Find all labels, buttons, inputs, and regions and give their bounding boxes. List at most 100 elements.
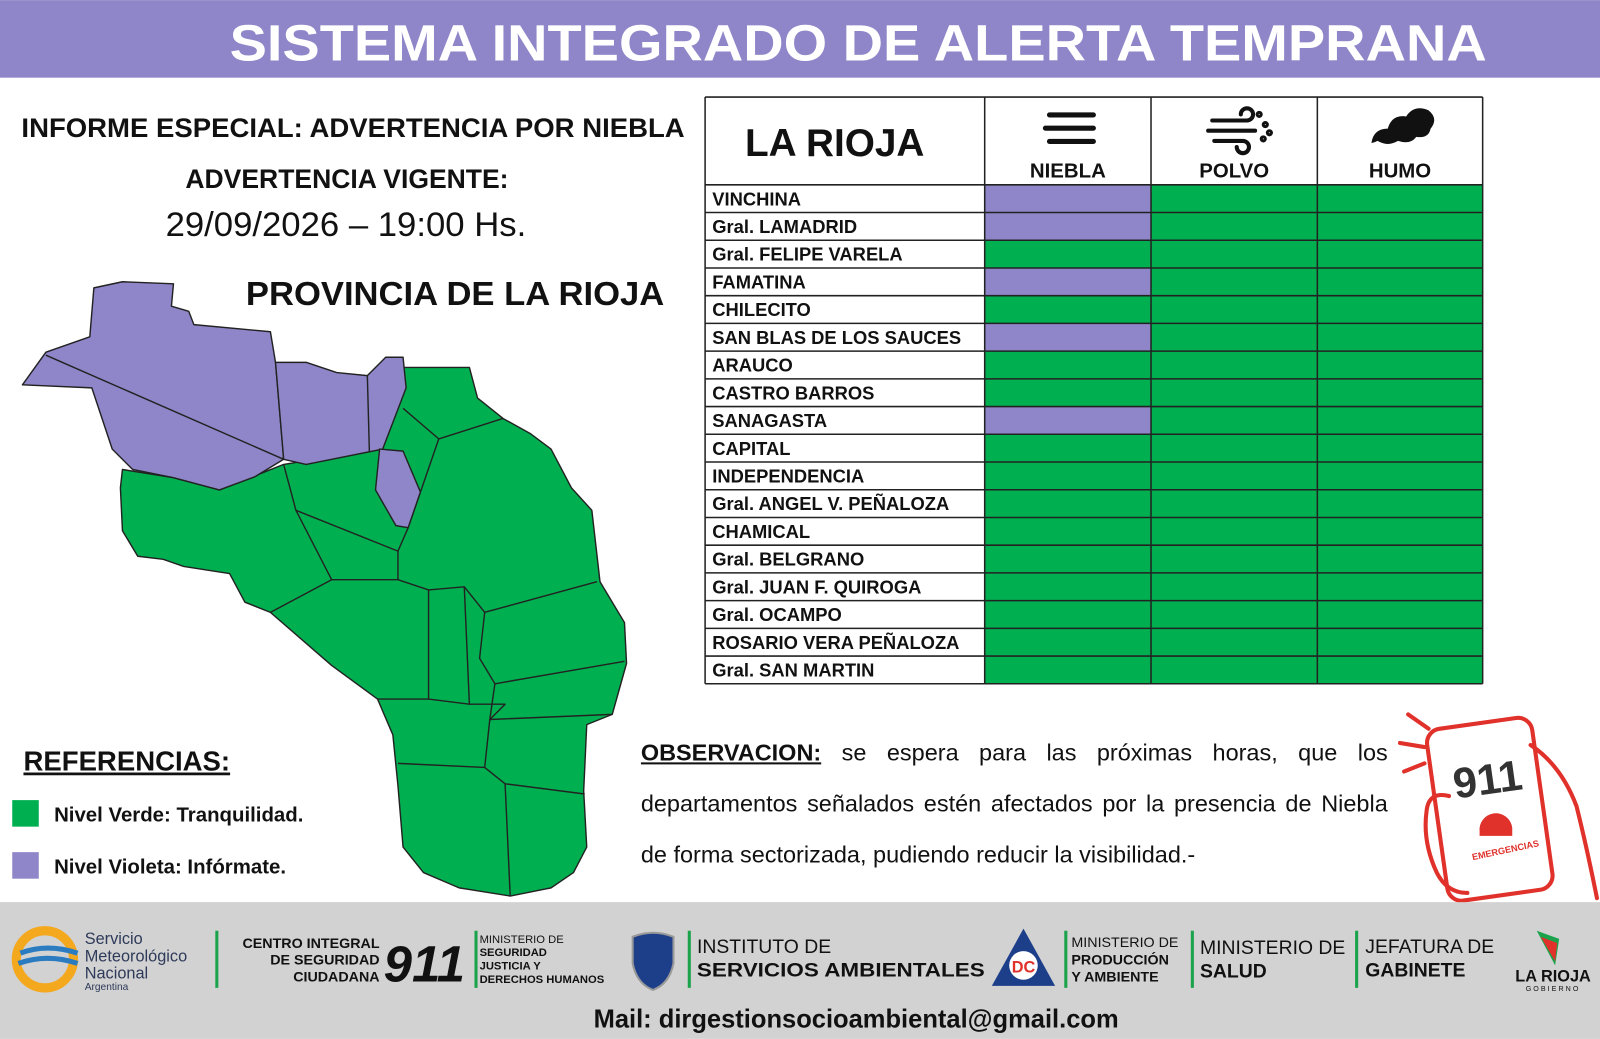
department-name: CHAMICAL (712, 521, 810, 542)
table-title: LA RIOJA (745, 122, 924, 165)
header-title: SISTEMA INTEGRADO DE ALERTA TEMPRANA (230, 14, 1487, 71)
level-cell (1317, 323, 1483, 352)
level-cell (984, 434, 1152, 463)
department-name: INDEPENDENCIA (712, 466, 864, 487)
smn-logo: Servicio Meteorológico Nacional Argentin… (11, 926, 187, 993)
map-border (397, 407, 440, 552)
siren (1479, 813, 1513, 836)
level-cell (1317, 267, 1483, 296)
isa-text: INSTITUTO DE (697, 936, 831, 958)
level-cell (984, 628, 1152, 657)
department-name: Gral. SAN MARTIN (712, 660, 874, 681)
department-name: Gral. OCAMPO (712, 604, 842, 625)
legend-swatch (12, 800, 39, 827)
level-cell (1317, 406, 1483, 435)
level-cell (1317, 517, 1483, 546)
level-cell (1151, 267, 1318, 296)
department-name: ROSARIO VERA PEÑALOZA (712, 632, 959, 653)
department-name: CASTRO BARROS (712, 382, 874, 403)
isa-text: SERVICIOS AMBIENTALES (697, 960, 985, 982)
level-cell (984, 240, 1152, 268)
salud-text: SALUD (1200, 961, 1267, 983)
emergency-number: 911 (1450, 751, 1525, 808)
jefatura-text: JEFATURA DE (1365, 936, 1494, 958)
level-cell (1317, 434, 1483, 463)
map-title: PROVINCIA DE LA RIOJA (246, 276, 664, 313)
map-border (428, 581, 598, 614)
observation-box: OBSERVACION: se espera para las próximas… (641, 727, 1388, 880)
map-violet-area (374, 448, 422, 529)
ministry-text: JUSTICIA Y (480, 961, 542, 973)
smn-text: Meteorológico (85, 947, 187, 965)
department-name: Gral. BELGRANO (712, 549, 864, 570)
ministry-text: DERECHOS HUMANOS (480, 974, 605, 986)
level-cell (1151, 295, 1318, 324)
cisc-text: DE SEGURIDAD (270, 952, 379, 968)
map-border (438, 417, 504, 440)
level-cell (1317, 378, 1483, 407)
column-header: HUMO (1369, 161, 1431, 183)
legend-label: Nivel Verde: Tranquilidad. (54, 805, 303, 827)
level-cell (1317, 489, 1483, 518)
footer-logos: Servicio Meteorológico Nacional Argentin… (11, 926, 1591, 993)
gobierno-text: GOBIERNO (1526, 985, 1581, 993)
jefatura-text: GABINETE (1365, 960, 1465, 982)
level-cell (1317, 240, 1483, 268)
map-violet-area (21, 281, 285, 491)
produccion-text: PRODUCCIÓN (1071, 950, 1168, 968)
observation-label: OBSERVACION: (640, 738, 822, 766)
map-green-area (119, 366, 628, 897)
level-cell (984, 406, 1152, 435)
department-name: VINCHINA (712, 188, 801, 209)
level-cell (1317, 572, 1483, 601)
map-border (377, 579, 430, 700)
icon-dust (1206, 106, 1273, 156)
level-cell (984, 323, 1152, 352)
level-cell (1151, 351, 1318, 379)
level-cell (1317, 462, 1483, 490)
department-name: Gral. FELIPE VARELA (712, 244, 902, 265)
level-cell (1151, 212, 1318, 241)
level-cell (1151, 656, 1318, 684)
level-cell (1151, 323, 1318, 352)
warning-datetime: 29/09/2026 – 19:00 Hs. (166, 206, 527, 244)
department-name: FAMATINA (712, 271, 805, 292)
level-cell (1317, 545, 1483, 573)
dc-text: DC (1012, 959, 1036, 977)
level-cell (1317, 184, 1483, 213)
level-cell (1151, 572, 1318, 601)
legend: Nivel Verde: Tranquilidad. Nivel Violeta:… (12, 800, 303, 879)
level-cell (1317, 212, 1483, 241)
map-border (45, 354, 284, 460)
map-violet-area (274, 356, 407, 466)
department-name: SAN BLAS DE LOS SAUCES (712, 327, 961, 348)
department-name: ARAUCO (712, 355, 793, 376)
level-cell (984, 517, 1152, 546)
level-cell (984, 212, 1152, 241)
map-border (295, 509, 399, 581)
footer-mail: Mail: dirgestionsocioambiental@gmail.com (594, 1006, 1119, 1034)
level-cell (1151, 489, 1318, 518)
references-title: REFERENCIAS: (23, 746, 230, 777)
level-cell (1151, 628, 1318, 657)
column-header: NIEBLA (1030, 161, 1106, 183)
level-cell (1151, 434, 1318, 463)
level-cell (1151, 378, 1318, 407)
department-name: CAPITAL (712, 438, 790, 459)
department-name: Gral. JUAN F. QUIROGA (712, 576, 921, 597)
alert-table: LA RIOJA VINCHINA Gral. LAMADRID Gral. FEL… (704, 96, 1484, 685)
department-name: CHILECITO (712, 299, 811, 320)
level-cell (1317, 628, 1483, 657)
department-name: SANAGASTA (712, 410, 827, 431)
footer-band (0, 902, 1600, 1039)
map-border (469, 703, 506, 721)
observation: OBSERVACION: se espera para las próximas… (641, 727, 1388, 880)
level-cell (1317, 295, 1483, 324)
department-name: Gral. ANGEL V. PEÑALOZA (712, 493, 949, 514)
level-cell (984, 378, 1152, 407)
level-cell (1151, 240, 1318, 268)
salud-text: MINISTERIO DE (1200, 937, 1345, 959)
level-cell (984, 295, 1152, 324)
column-header: POLVO (1199, 161, 1269, 183)
map-border (270, 464, 333, 613)
